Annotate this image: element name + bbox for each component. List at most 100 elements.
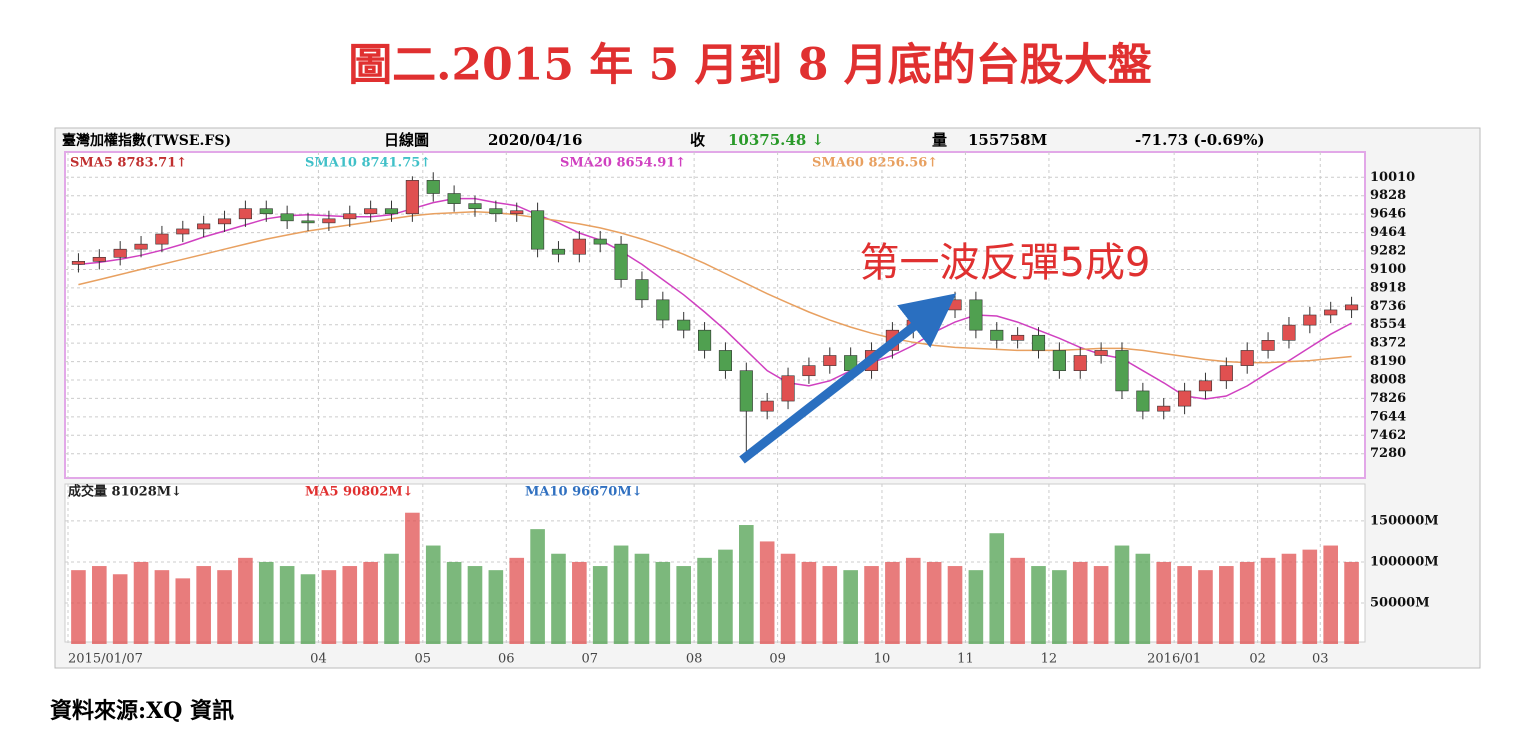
volume-bar	[1072, 561, 1088, 644]
volume-bar	[363, 561, 378, 644]
volume-bar	[112, 574, 128, 644]
volume-bar	[1093, 566, 1109, 644]
x-tick-label: 2016/01	[1147, 652, 1201, 667]
sma-line	[78, 210, 1352, 364]
volume-indicator: MA10 96670M↓	[525, 485, 643, 500]
candle-body	[1198, 380, 1213, 392]
candle-body	[301, 220, 315, 224]
chart-title: 圖二.2015 年 5 月到 8 月底的台股大盤	[348, 40, 1152, 91]
volume-bar	[425, 545, 441, 644]
volume-bar	[342, 566, 358, 644]
x-tick-label: 07	[582, 652, 599, 667]
y-tick-label: 8554	[1370, 317, 1406, 332]
candle-body	[426, 180, 440, 194]
candle-body	[1324, 309, 1338, 316]
candle-body	[677, 319, 691, 331]
date: 2020/04/16	[488, 131, 582, 149]
candle-body	[1303, 314, 1317, 326]
volume-bar	[1302, 549, 1318, 644]
candle-body	[489, 208, 503, 215]
volume-bar	[279, 566, 295, 644]
candle-body	[384, 208, 399, 215]
volume-bar	[989, 533, 1005, 644]
volume-bar	[384, 553, 399, 644]
candle-body	[969, 299, 983, 331]
x-tick-label: 02	[1249, 652, 1266, 667]
volume-bar	[1219, 566, 1234, 644]
candle-body	[614, 243, 628, 280]
volume-bar	[1114, 545, 1130, 644]
volume-bar	[572, 561, 587, 644]
indicator: SMA60 8256.56↑	[812, 156, 938, 171]
volume-bar	[739, 525, 754, 644]
volume-bar	[1281, 553, 1297, 644]
y-tick-label: 8190	[1370, 354, 1406, 369]
y-tick-label: 8736	[1370, 299, 1406, 314]
candle-body	[447, 193, 461, 204]
volume-bar	[446, 561, 462, 644]
candle-body	[1094, 350, 1108, 356]
volume-bar	[1052, 570, 1067, 644]
volume-tick-label: 150000M	[1370, 513, 1439, 528]
volume-bar	[905, 557, 921, 644]
annotation: 第一波反彈5成9	[860, 240, 1151, 286]
volume-bar	[258, 561, 274, 644]
volume-bar	[1156, 561, 1172, 644]
candle-body	[802, 365, 816, 377]
price-panel	[64, 151, 1366, 479]
candle-body	[739, 370, 753, 412]
candle-body	[781, 375, 795, 402]
volume-bar	[1177, 566, 1192, 644]
y-tick-label: 9464	[1370, 225, 1406, 240]
candle-body	[217, 218, 232, 225]
candle-body	[990, 329, 1004, 341]
volume-bar	[1323, 545, 1338, 644]
volume-bar	[321, 570, 337, 644]
y-tick-label: 9828	[1370, 188, 1406, 203]
indicator: SMA10 8741.75↑	[305, 156, 431, 171]
volume-bar	[467, 566, 483, 644]
x-tick-label: 08	[686, 652, 703, 667]
y-tick-label: 7826	[1370, 391, 1406, 406]
candle-body	[1052, 350, 1066, 371]
close-label: 收	[690, 131, 705, 149]
volume-bar	[592, 566, 608, 644]
candle-body	[1073, 355, 1087, 371]
candle-body	[155, 233, 169, 245]
y-tick-label: 9100	[1370, 262, 1406, 277]
change: -71.73 (-0.69%)	[1135, 131, 1265, 149]
x-tick-label: 09	[769, 652, 786, 667]
x-tick-label: 06	[498, 652, 515, 667]
volume-bar	[509, 557, 525, 644]
volume-indicator: MA5 90802M↓	[305, 485, 414, 500]
candle-body	[71, 261, 85, 265]
volume-bar	[1239, 561, 1255, 644]
volume-bar	[175, 578, 191, 644]
volume-bar	[1135, 553, 1151, 644]
candle-body	[343, 213, 357, 220]
candle-body	[197, 223, 211, 230]
volume-bar	[885, 561, 900, 644]
volume-bar	[405, 512, 420, 644]
candle-body	[656, 299, 670, 321]
y-tick-label: 7462	[1370, 428, 1406, 443]
candle-body	[1345, 304, 1359, 311]
x-tick-label: 04	[310, 652, 327, 667]
volume-bar	[822, 566, 838, 644]
volume-label: 量	[932, 131, 947, 149]
candle-body	[1261, 340, 1275, 351]
candle-body	[760, 400, 774, 412]
volume-tick-label: 50000M	[1370, 595, 1430, 610]
arrow	[739, 293, 957, 464]
y-tick-label: 10010	[1370, 170, 1415, 185]
source: 資料來源:XQ 資訊	[50, 698, 234, 724]
volume-bar	[488, 570, 504, 644]
candle-body	[1178, 390, 1192, 407]
volume-bar	[133, 561, 149, 644]
volume-bar	[551, 553, 566, 644]
volume-bar	[676, 566, 691, 644]
x-tick-label: 12	[1041, 652, 1058, 667]
candle-body	[510, 210, 524, 215]
candle-body	[238, 208, 252, 220]
candle-body	[259, 208, 273, 215]
